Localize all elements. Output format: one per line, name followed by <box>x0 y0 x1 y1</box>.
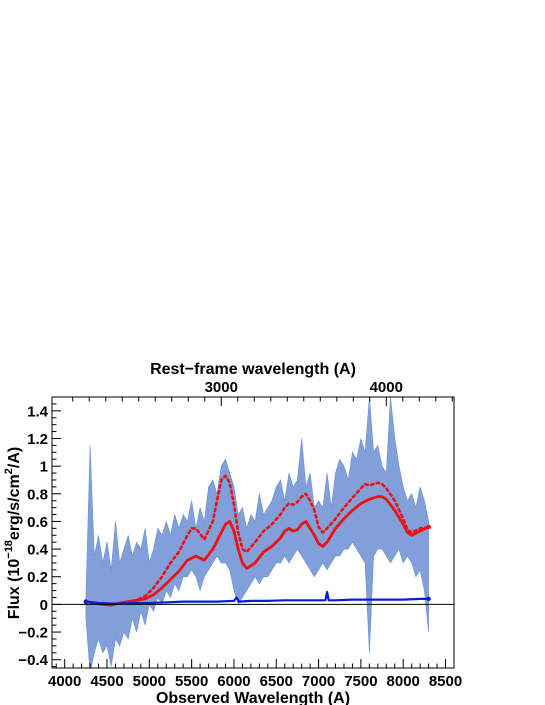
series-endpoint-marker <box>426 596 431 602</box>
plot-content <box>83 397 431 668</box>
series-error <box>84 590 430 605</box>
spectrum-band <box>85 397 429 668</box>
x-tick-label: 7000 <box>302 673 335 690</box>
axis-ticks: 4000 4500 5000 5500 6000 6500 7000 7500 8000 8500… <box>18 379 462 690</box>
series-endpoint-marker <box>83 599 89 604</box>
x-tick-label: 5000 <box>133 673 166 690</box>
y-tick-label: 0.4 <box>27 542 49 559</box>
x-tick-label: 8500 <box>429 673 462 690</box>
y-tick-label: 1.2 <box>27 431 48 448</box>
top-tick-label: 3000 <box>205 379 238 396</box>
series-model-dotted <box>84 474 430 607</box>
y-title-exp-1: −18 <box>3 540 15 559</box>
x-tick-label: 6500 <box>260 673 293 690</box>
y-tick-label: 0 <box>40 597 48 614</box>
y-tick-label: 0.6 <box>27 514 48 531</box>
top-tick-label: 4000 <box>370 379 403 396</box>
y-title-part-b: erg/s/cm <box>6 474 23 540</box>
x-tick-label: 7500 <box>344 673 377 690</box>
y-title-part-a: Flux (10 <box>6 559 23 620</box>
y-tick-label: −0.4 <box>18 652 48 669</box>
plot-frame <box>51 396 455 669</box>
y-tick-label: 0.2 <box>27 569 48 586</box>
y-title-part-c: /A) <box>6 447 23 468</box>
series-model <box>84 495 431 607</box>
y-tick-label: 1.4 <box>27 403 49 420</box>
y-tick-label: 1 <box>40 459 48 476</box>
x-tick-label: 4000 <box>48 673 81 690</box>
series-endpoint-marker <box>426 524 431 530</box>
y-tick-label: −0.2 <box>18 625 48 642</box>
x-tick-label: 4500 <box>90 673 123 690</box>
y-title-exp-2: 2 <box>3 468 15 474</box>
x-tick-label: 8000 <box>387 673 420 690</box>
y-axis-title: Flux (10−18erg/s/cm2/A) <box>3 447 23 619</box>
top-axis-title: Rest−frame wavelength (A) <box>150 361 356 378</box>
y-tick-label: 0.8 <box>27 486 48 503</box>
x-tick-label: 6000 <box>217 673 250 690</box>
x-axis-title: Observed Wavelength (A) <box>156 690 350 705</box>
x-tick-label: 5500 <box>175 673 208 690</box>
